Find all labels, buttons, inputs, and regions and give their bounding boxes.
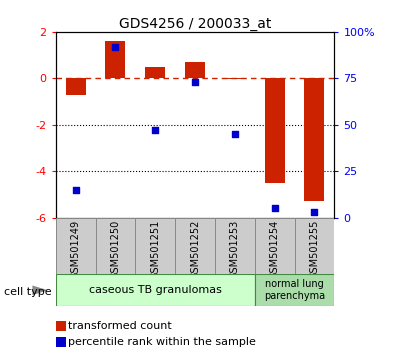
Bar [255, 218, 295, 274]
Text: percentile rank within the sample: percentile rank within the sample [68, 337, 256, 347]
Title: GDS4256 / 200033_at: GDS4256 / 200033_at [119, 17, 271, 31]
Bar [265, 78, 285, 183]
Point [271, 206, 278, 211]
Bar [295, 218, 334, 274]
Point [152, 127, 158, 133]
Bar [56, 274, 255, 306]
Bar [225, 78, 245, 80]
Point [232, 131, 238, 137]
Text: GSM501254: GSM501254 [269, 219, 280, 279]
Text: transformed count: transformed count [68, 321, 172, 331]
Point [112, 44, 119, 50]
Bar [145, 67, 165, 78]
Point [311, 209, 318, 215]
Bar [56, 218, 96, 274]
Text: GSM501252: GSM501252 [190, 219, 200, 279]
Point [192, 79, 198, 85]
Bar [135, 218, 175, 274]
Text: GSM501251: GSM501251 [150, 219, 160, 279]
Bar [304, 78, 324, 201]
Text: normal lung
parenchyma: normal lung parenchyma [264, 279, 325, 301]
Text: GSM501255: GSM501255 [309, 219, 320, 279]
Text: cell type: cell type [4, 287, 52, 297]
Bar [96, 218, 135, 274]
Text: GSM501253: GSM501253 [230, 219, 240, 279]
Polygon shape [33, 285, 48, 295]
Bar [255, 274, 334, 306]
Bar [215, 218, 255, 274]
Bar [175, 218, 215, 274]
Text: GSM501250: GSM501250 [110, 219, 121, 279]
Text: GSM501249: GSM501249 [70, 219, 81, 279]
Bar [185, 62, 205, 78]
Text: caseous TB granulomas: caseous TB granulomas [89, 285, 222, 295]
Bar [105, 41, 125, 78]
Point [72, 187, 79, 193]
Bar [66, 78, 86, 95]
